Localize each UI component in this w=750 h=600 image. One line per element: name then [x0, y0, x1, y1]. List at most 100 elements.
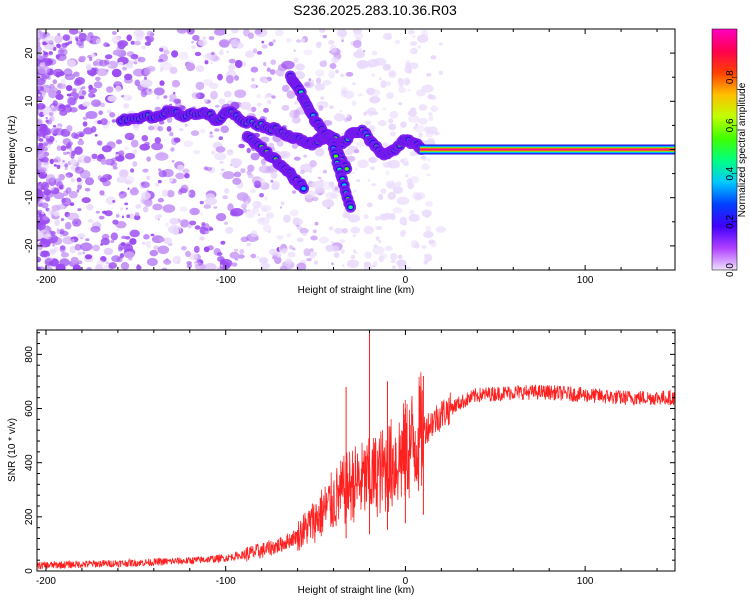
noise-blob [153, 245, 159, 250]
noise-blob [296, 237, 304, 243]
noise-blob [50, 231, 56, 236]
noise-blob [179, 206, 188, 212]
noise-blob [247, 164, 255, 172]
noise-blob [191, 92, 201, 99]
noise-blob [210, 61, 213, 64]
noise-blob [430, 55, 437, 60]
noise-blob [97, 140, 103, 146]
noise-blob [44, 258, 54, 267]
noise-blob [339, 239, 346, 244]
noise-blob [151, 142, 164, 151]
ridge-core [333, 154, 339, 159]
noise-blob [107, 95, 117, 102]
noise-blob [38, 93, 41, 97]
noise-blob [43, 189, 52, 196]
noise-blob [134, 212, 140, 217]
noise-blob [203, 246, 210, 253]
noise-blob [96, 259, 105, 267]
noise-blob [192, 209, 198, 214]
noise-blob [343, 209, 347, 214]
noise-blob [225, 128, 229, 132]
noise-blob [64, 167, 68, 170]
noise-blob [240, 236, 249, 243]
noise-blob [250, 152, 260, 161]
noise-blob [264, 166, 274, 175]
noise-blob [423, 231, 434, 239]
noise-blob [95, 210, 100, 214]
noise-blob [204, 230, 209, 234]
snr-plot-area [37, 330, 675, 571]
noise-blob [121, 235, 127, 239]
noise-blob [364, 251, 372, 259]
noise-blob [66, 93, 72, 97]
noise-blob [82, 121, 88, 127]
noise-blob [45, 137, 51, 143]
noise-blob [152, 203, 163, 211]
noise-blob [418, 117, 428, 125]
noise-blob [81, 86, 86, 90]
noise-blob [425, 225, 432, 232]
noise-blob [85, 177, 94, 186]
noise-blob [173, 98, 181, 104]
noise-blob [328, 226, 334, 231]
noise-blob [193, 149, 201, 155]
noise-blob [423, 253, 427, 257]
noise-blob [83, 127, 94, 135]
noise-blob [160, 69, 163, 72]
noise-blob [250, 66, 259, 73]
colorbar: 0.0 0.2 0.4 0.6 0.8 Normalized spectral ampl… [711, 28, 748, 277]
noise-blob [256, 256, 260, 259]
noise-blob [353, 149, 360, 154]
noise-blob [105, 261, 110, 265]
noise-blob [78, 132, 84, 138]
noise-blob [208, 166, 216, 174]
noise-blob [112, 219, 119, 225]
noise-blob [331, 57, 339, 64]
noise-blob [68, 191, 78, 199]
noise-blob [312, 196, 319, 202]
noise-blob [435, 226, 446, 233]
noise-blob [404, 66, 412, 74]
noise-blob [346, 259, 360, 268]
noise-blob [267, 99, 272, 105]
noise-blob [37, 249, 41, 256]
noise-blob [216, 252, 223, 256]
noise-blob [210, 90, 218, 100]
noise-blob [116, 176, 128, 183]
noise-blob [408, 30, 415, 35]
noise-blob [286, 90, 296, 99]
noise-blob [280, 206, 282, 209]
noise-blob [209, 131, 213, 135]
noise-blob [233, 171, 242, 178]
noise-blob [163, 259, 172, 265]
noise-blob [421, 30, 428, 37]
noise-blob [430, 95, 437, 101]
noise-blob [215, 104, 220, 108]
noise-blob [157, 126, 164, 132]
noise-blob [390, 252, 398, 261]
noise-blob [86, 64, 92, 71]
noise-blob [373, 244, 378, 248]
noise-blob [356, 179, 361, 183]
noise-blob [371, 50, 378, 56]
noise-blob [104, 54, 113, 60]
noise-blob [380, 188, 387, 195]
noise-blob [49, 158, 54, 165]
noise-blob [111, 68, 122, 78]
noise-blob [375, 216, 380, 221]
noise-blob [310, 235, 318, 241]
noise-blob [138, 31, 145, 38]
noise-blob [37, 40, 41, 48]
noise-blob [92, 244, 100, 252]
noise-blob [240, 168, 246, 174]
noise-blob [195, 81, 205, 91]
noise-blob [115, 153, 119, 157]
noise-blob [296, 39, 301, 43]
noise-blob [381, 142, 389, 148]
noise-blob [370, 166, 376, 171]
noise-blob [154, 106, 161, 111]
noise-blob [367, 178, 371, 182]
noise-blob [363, 214, 369, 220]
